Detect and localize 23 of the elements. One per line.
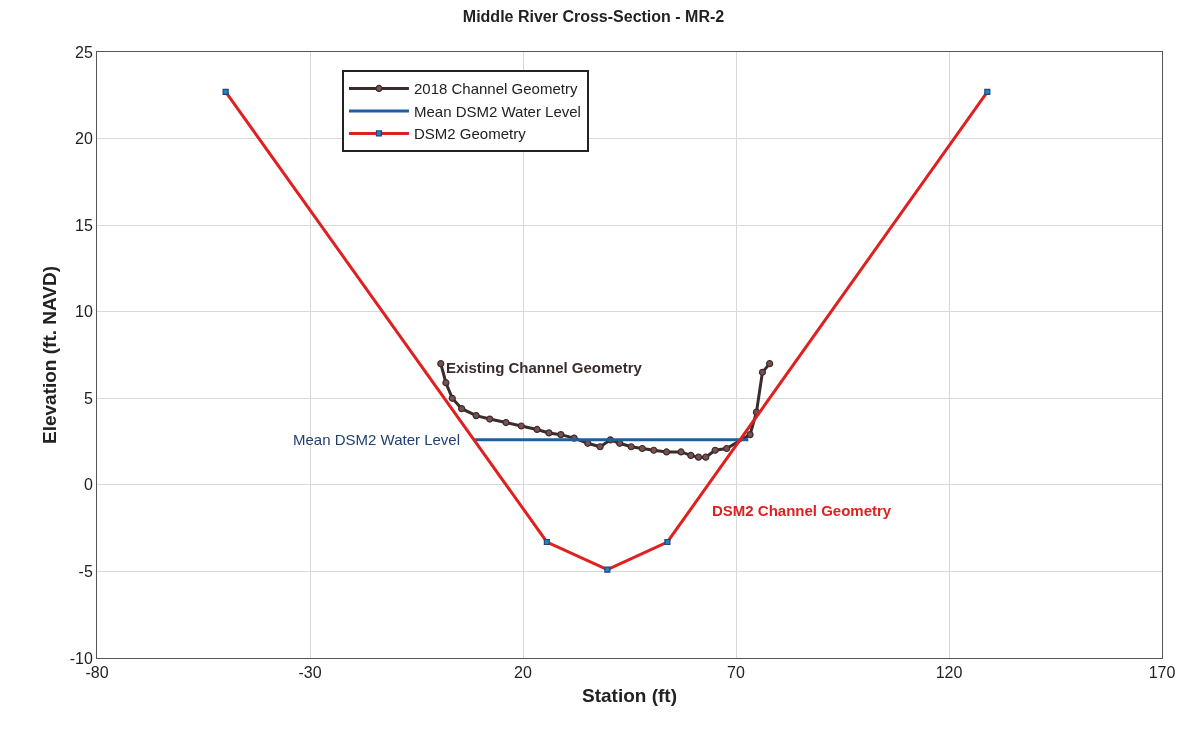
y-tick-label: 20 (75, 130, 93, 148)
legend-label: Mean DSM2 Water Level (413, 102, 581, 120)
x-tick-label: 20 (514, 664, 532, 682)
x-tick-label: 170 (1148, 664, 1176, 682)
y-tick-label: -5 (78, 563, 93, 581)
x-tick-label: 120 (935, 664, 963, 682)
x-tick-label: -30 (298, 664, 322, 682)
y-tick-label: 25 (75, 43, 93, 61)
legend-label: DSM2 Geometry (413, 125, 527, 143)
y-tick-label: 15 (75, 216, 93, 234)
chart-title: Middle River Cross-Section - MR-2 (462, 8, 725, 26)
y-tick-label: -10 (69, 649, 93, 667)
x-axis-title: Station (ft) (582, 685, 677, 706)
annotation: Existing Channel Geometry (446, 359, 643, 376)
legend-label: 2018 Channel Geometry (413, 80, 578, 98)
annotation: Mean DSM2 Water Level (293, 431, 461, 448)
y-tick-label: 10 (75, 303, 93, 321)
y-tick-label: 0 (83, 476, 93, 494)
x-tick-label: 70 (727, 664, 745, 682)
x-tick-label: -80 (85, 664, 109, 682)
y-tick-label: 5 (83, 389, 93, 407)
annotation: DSM2 Channel Geometry (712, 502, 892, 519)
y-axis-title: Elevation (ft. NAVD) (38, 265, 60, 445)
